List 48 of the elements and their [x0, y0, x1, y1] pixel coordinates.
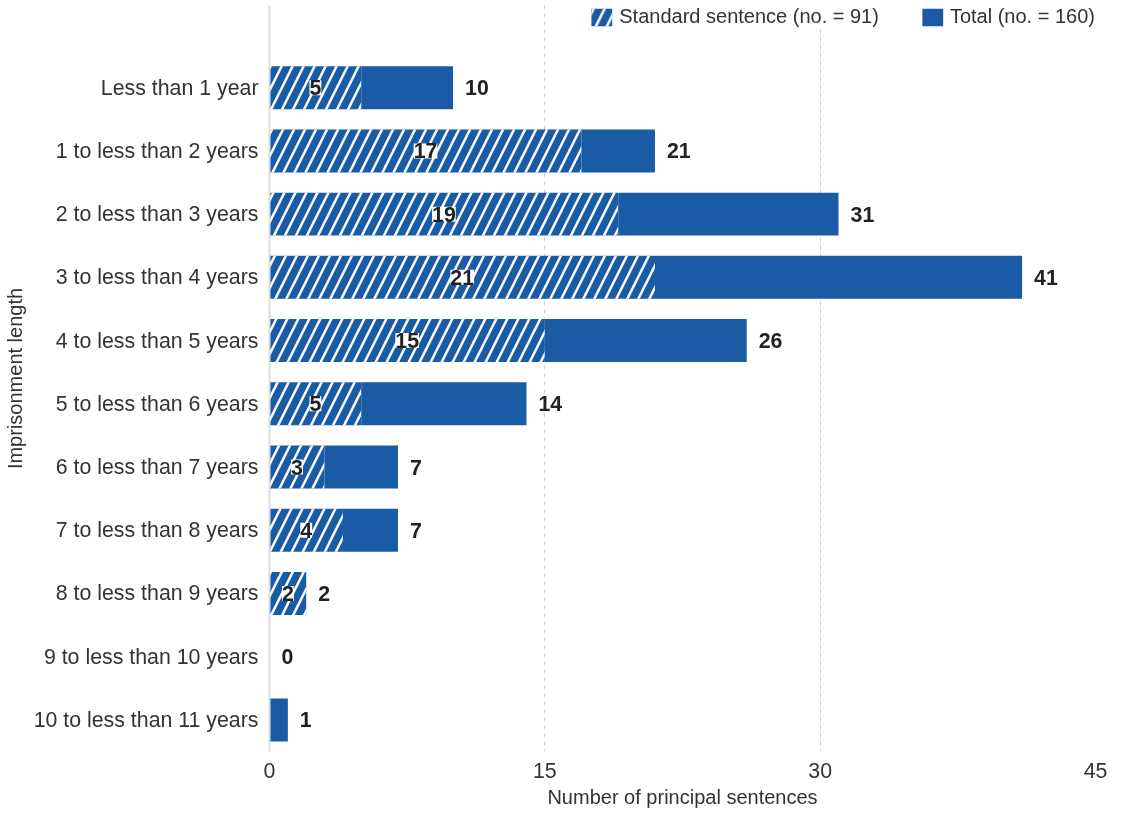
total-label: 21	[666, 139, 691, 164]
x-axis-title: Number of principal sentences	[547, 785, 818, 808]
y-tick-label: 1 to less than 2 years	[55, 138, 259, 163]
data-label: 19	[432, 202, 456, 227]
total-label: 10	[465, 76, 489, 101]
bar	[618, 192, 839, 236]
bar	[269, 698, 288, 742]
data-label: 4	[300, 518, 313, 543]
data-label: 5	[309, 76, 322, 101]
total-label: 0	[281, 645, 294, 670]
data-label: 3	[291, 455, 304, 480]
bar	[342, 508, 398, 552]
bar	[361, 382, 527, 426]
total-label: 31	[850, 202, 875, 227]
total-label: 14	[538, 392, 563, 417]
y-tick-label: 9 to less than 10 years	[43, 644, 259, 669]
y-tick-label: 4 to less than 5 years	[55, 328, 259, 353]
data-label: 2	[281, 581, 294, 606]
y-tick-label: 5 to less than 6 years	[55, 391, 259, 416]
data-label: 15	[395, 329, 420, 354]
data-label: 17	[413, 139, 438, 164]
y-tick-label: 3 to less than 4 years	[55, 265, 259, 290]
total-label: 2	[318, 581, 331, 606]
data-label: 21	[450, 265, 475, 290]
total-label: 41	[1034, 265, 1058, 290]
x-tick-label: 15	[532, 758, 557, 783]
legend-label: Total (no. = 160)	[949, 5, 1095, 28]
total-label: 7	[409, 518, 422, 543]
y-tick-label: 7 to less than 8 years	[55, 518, 259, 543]
y-tick-label: 2 to less than 3 years	[55, 202, 259, 227]
total-label: 7	[409, 455, 422, 480]
bar	[581, 129, 655, 173]
legend-label: Standard sentence (no. = 91)	[619, 5, 879, 28]
bar	[361, 66, 454, 110]
x-tick-label: 45	[1083, 758, 1108, 783]
bar	[324, 445, 398, 489]
x-tick-label: 30	[808, 758, 833, 783]
y-tick-label: 8 to less than 9 years	[55, 581, 259, 606]
bar	[654, 255, 1023, 299]
x-tick-label: 0	[263, 758, 276, 783]
data-label: 5	[309, 392, 322, 417]
y-tick-label: 6 to less than 7 years	[55, 455, 259, 480]
bar	[544, 319, 747, 363]
y-tick-label: Less than 1 year	[100, 75, 259, 100]
total-label: 1	[299, 708, 312, 733]
y-tick-label: 10 to less than 11 years	[33, 707, 259, 732]
total-label: 26	[758, 329, 783, 354]
y-axis-title: Imprisonment length	[3, 287, 26, 470]
